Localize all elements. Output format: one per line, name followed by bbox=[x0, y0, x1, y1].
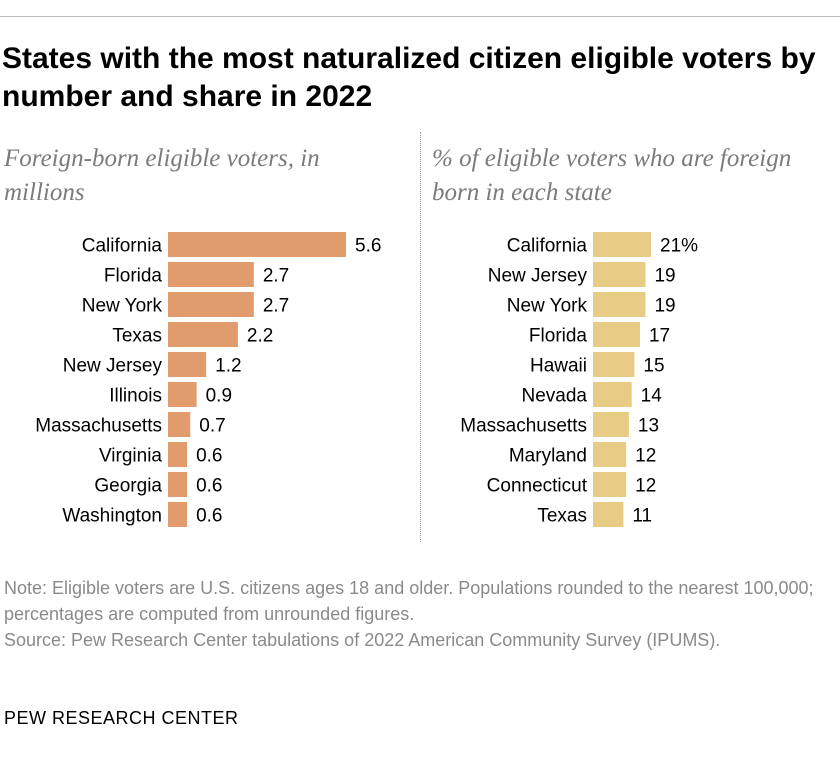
value-label: 0.6 bbox=[196, 476, 222, 497]
value-label: 0.6 bbox=[196, 506, 222, 527]
category-label: Virginia bbox=[99, 446, 162, 467]
value-label: 15 bbox=[643, 356, 664, 377]
value-label: 2.2 bbox=[247, 326, 273, 347]
bar-california bbox=[593, 232, 651, 257]
value-label: 5.6 bbox=[355, 236, 381, 257]
panel-divider bbox=[420, 132, 421, 542]
category-label: New Jersey bbox=[488, 266, 588, 287]
right-chart-subtitle: % of eligible voters who are foreign bor… bbox=[432, 145, 792, 206]
bar-new-jersey bbox=[168, 352, 207, 377]
top-rule bbox=[0, 16, 840, 17]
value-label: 2.7 bbox=[263, 296, 289, 317]
bar-hawaii bbox=[593, 352, 635, 377]
category-label: New Jersey bbox=[63, 356, 163, 377]
value-label: 13 bbox=[638, 416, 659, 437]
chart-title: States with the most naturalized citizen… bbox=[2, 42, 816, 113]
bar-georgia bbox=[168, 472, 188, 497]
note-text: Note: Eligible voters are U.S. citizens … bbox=[4, 578, 814, 624]
value-label: 0.6 bbox=[196, 446, 222, 467]
bar-new-york bbox=[168, 292, 254, 317]
category-label: Nevada bbox=[522, 386, 588, 407]
value-label: 17 bbox=[649, 326, 670, 347]
value-label: 2.7 bbox=[263, 266, 289, 287]
value-label: 21% bbox=[660, 236, 698, 257]
category-label: Georgia bbox=[94, 476, 162, 497]
category-label: New York bbox=[507, 296, 588, 317]
bar-massachusetts bbox=[168, 412, 191, 437]
value-label: 0.7 bbox=[199, 416, 225, 437]
value-label: 11 bbox=[632, 506, 652, 527]
category-label: Massachusetts bbox=[460, 416, 587, 437]
category-label: Hawaii bbox=[530, 356, 587, 377]
category-label: California bbox=[82, 236, 163, 257]
left-bar-chart: California 5.6 Florida 2.7 New York 2.7 Texas 2… bbox=[35, 232, 381, 527]
category-label: Maryland bbox=[509, 446, 587, 467]
category-label: Washington bbox=[62, 506, 162, 527]
bar-massachusetts bbox=[593, 412, 629, 437]
category-label: New York bbox=[82, 296, 163, 317]
category-label: Texas bbox=[112, 326, 162, 347]
category-label: Florida bbox=[104, 266, 163, 287]
value-label: 19 bbox=[654, 296, 675, 317]
bar-florida bbox=[593, 322, 640, 347]
bar-nevada bbox=[593, 382, 632, 407]
footer-credit: PEW RESEARCH CENTER bbox=[4, 708, 239, 728]
bar-washington bbox=[168, 502, 188, 527]
value-label: 12 bbox=[635, 446, 656, 467]
value-label: 12 bbox=[635, 476, 656, 497]
category-label: Connecticut bbox=[487, 476, 588, 497]
category-label: Massachusetts bbox=[35, 416, 162, 437]
bar-maryland bbox=[593, 442, 627, 467]
category-label: California bbox=[507, 236, 588, 257]
bar-texas bbox=[168, 322, 238, 347]
right-bar-chart: California 21% New Jersey 19 New York 19 Flori… bbox=[460, 232, 698, 527]
category-label: Illinois bbox=[109, 386, 162, 407]
notes: Note: Eligible voters are U.S. citizens … bbox=[4, 575, 824, 653]
bar-florida bbox=[168, 262, 254, 287]
category-label: Texas bbox=[537, 506, 587, 527]
bar-texas bbox=[593, 502, 624, 527]
bar-virginia bbox=[168, 442, 188, 467]
bar-illinois bbox=[168, 382, 197, 407]
left-chart-subtitle: Foreign-born eligible voters, in million… bbox=[4, 145, 320, 206]
category-label: Florida bbox=[529, 326, 588, 347]
bar-california bbox=[168, 232, 346, 257]
bar-new-york bbox=[593, 292, 646, 317]
value-label: 19 bbox=[654, 266, 675, 287]
value-label: 1.2 bbox=[215, 356, 241, 377]
source-text: Source: Pew Research Center tabulations … bbox=[4, 630, 721, 650]
value-label: 0.9 bbox=[206, 386, 232, 407]
bar-new-jersey bbox=[593, 262, 646, 287]
value-label: 14 bbox=[641, 386, 663, 407]
bar-connecticut bbox=[593, 472, 627, 497]
